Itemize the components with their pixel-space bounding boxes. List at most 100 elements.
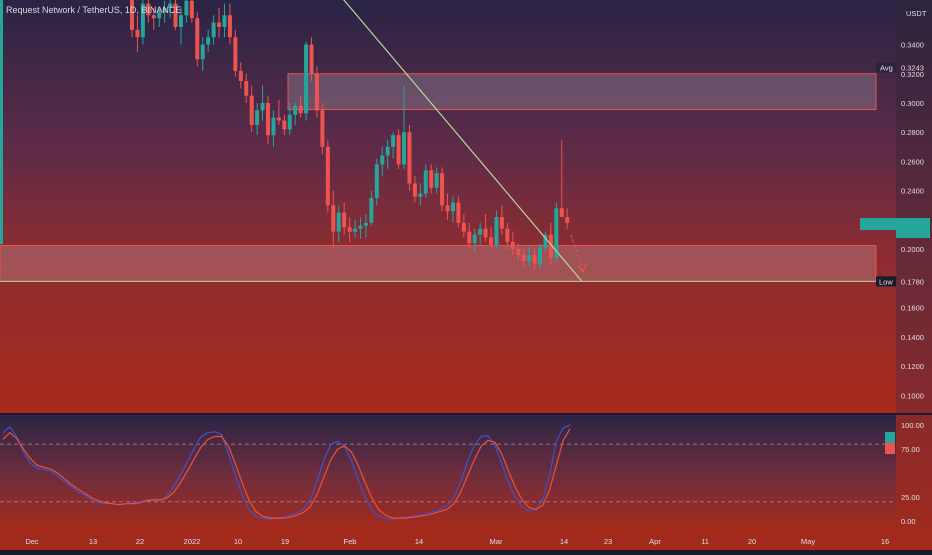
candle[interactable] (184, 0, 189, 23)
candle[interactable] (342, 202, 347, 235)
candle[interactable] (249, 85, 254, 133)
candle[interactable] (157, 6, 162, 27)
candle[interactable] (374, 158, 379, 206)
candle[interactable] (472, 228, 477, 253)
candle[interactable] (325, 139, 330, 213)
candle[interactable] (195, 12, 200, 67)
candle[interactable] (494, 211, 499, 250)
candle[interactable] (407, 124, 412, 191)
candle[interactable] (271, 110, 276, 147)
candle[interactable] (130, 0, 134, 38)
candle[interactable] (353, 219, 358, 238)
candle[interactable] (266, 95, 270, 144)
candle[interactable] (483, 214, 488, 242)
support-zone[interactable] (0, 245, 877, 282)
candle[interactable] (527, 246, 532, 267)
candle[interactable] (559, 139, 564, 218)
candle[interactable] (521, 249, 526, 267)
candle[interactable] (140, 0, 145, 45)
candle[interactable] (380, 146, 385, 177)
candle[interactable] (222, 3, 227, 38)
candle[interactable] (276, 100, 281, 125)
candle[interactable] (429, 164, 434, 194)
candle[interactable] (260, 85, 265, 121)
candle[interactable] (489, 227, 494, 250)
candle[interactable] (423, 164, 428, 199)
candle[interactable] (412, 176, 417, 203)
candle[interactable] (347, 217, 352, 242)
candle[interactable] (516, 243, 521, 261)
candle[interactable] (217, 7, 222, 38)
candle[interactable] (298, 95, 303, 118)
candle-body (206, 37, 211, 45)
candle[interactable] (227, 3, 232, 45)
candle[interactable] (548, 222, 553, 264)
candle[interactable] (309, 37, 314, 82)
candle[interactable] (293, 103, 298, 125)
candle[interactable] (450, 196, 455, 223)
candle-body (559, 208, 564, 218)
candle[interactable] (499, 205, 504, 235)
candle[interactable] (189, 0, 194, 23)
projection-arrow[interactable] (570, 234, 584, 272)
candle[interactable] (178, 7, 183, 45)
candle-body (255, 110, 260, 125)
candle[interactable] (255, 103, 260, 136)
candle[interactable] (233, 29, 238, 77)
price-tick-label: 0.2800 (901, 128, 924, 137)
candle[interactable] (146, 0, 151, 23)
candle-body (402, 132, 406, 165)
candle[interactable] (396, 129, 401, 169)
candle[interactable] (385, 139, 390, 169)
stoch-k-line[interactable] (2, 424, 571, 520)
candle[interactable] (363, 214, 368, 238)
candle-body (478, 228, 483, 235)
candle[interactable] (358, 217, 363, 239)
candle[interactable] (440, 167, 445, 212)
resistance-zone[interactable] (287, 73, 877, 111)
candle[interactable] (314, 66, 319, 118)
candle[interactable] (173, 0, 178, 30)
candle-body (412, 183, 417, 197)
candle[interactable] (391, 132, 396, 159)
descending-trendline[interactable] (338, 0, 583, 282)
candle[interactable] (456, 196, 461, 228)
candle[interactable] (565, 208, 570, 229)
candle[interactable] (418, 183, 423, 206)
candle[interactable] (238, 62, 243, 89)
candle[interactable] (331, 190, 336, 250)
candle[interactable] (282, 114, 287, 136)
candle[interactable] (211, 15, 216, 45)
low-value: 0.1780 (901, 277, 924, 286)
candle[interactable] (135, 15, 140, 52)
candle[interactable] (151, 7, 156, 30)
candle[interactable] (287, 103, 292, 136)
candle[interactable] (336, 205, 341, 242)
price-tick-label: 0.3400 (901, 41, 924, 50)
candle[interactable] (510, 231, 515, 256)
candle[interactable] (543, 231, 548, 253)
candle[interactable] (369, 190, 374, 226)
price-unit-label: USDT (906, 9, 927, 18)
candle[interactable] (434, 167, 439, 194)
candle[interactable] (304, 41, 309, 121)
candle[interactable] (162, 0, 167, 23)
candle[interactable] (168, 0, 173, 19)
candle[interactable] (206, 29, 211, 52)
candle[interactable] (461, 214, 466, 238)
candle[interactable] (467, 222, 472, 250)
candle-body (543, 234, 548, 248)
candle[interactable] (200, 37, 205, 71)
candle[interactable] (402, 85, 406, 169)
candle[interactable] (532, 249, 537, 270)
candle[interactable] (478, 222, 483, 247)
candle[interactable] (538, 243, 542, 270)
candle[interactable] (505, 222, 510, 250)
candle-body (266, 103, 270, 136)
stoch-d-line[interactable] (2, 428, 571, 519)
candle[interactable] (244, 73, 249, 103)
candle[interactable] (320, 103, 325, 155)
candle-body (450, 202, 455, 212)
candle[interactable] (445, 193, 450, 220)
